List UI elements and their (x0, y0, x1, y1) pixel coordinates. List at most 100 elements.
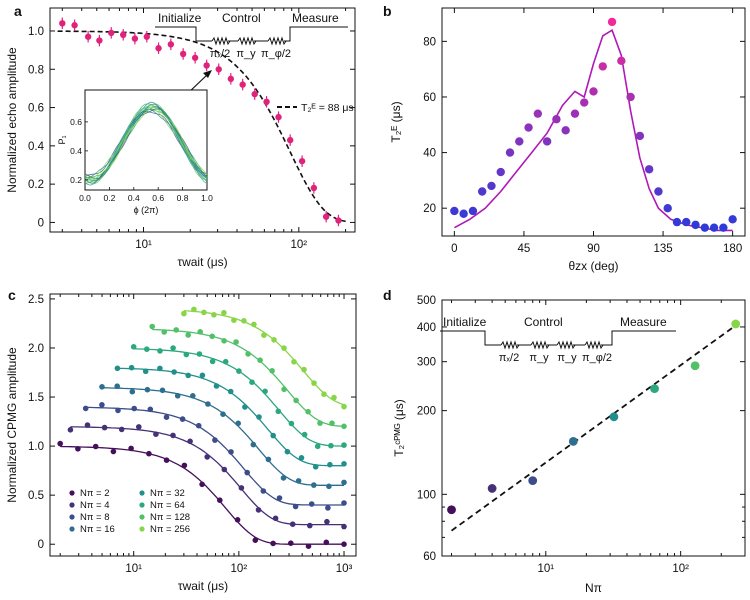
panel-c-legend-label: Nπ = 8 (80, 512, 110, 523)
panel-d-pulse-wave-2 (530, 340, 550, 350)
panel-a-inset-y-label: P₁ (57, 135, 67, 144)
panel-c: c 10¹ 10² 10³ 0 0.5 1.0 1.5 2.0 2.5 τwait (μs) Nor… (5, 287, 357, 593)
panel-c-legend-marker (139, 490, 145, 496)
panel-b-data-point (635, 131, 645, 141)
panel-a-data-point (335, 217, 342, 224)
panel-c-ytick-label: 0.5 (28, 490, 44, 502)
panel-a-x-axis-label: τwait (μs) (177, 255, 227, 269)
panel-c-data-point (341, 423, 347, 430)
panel-a-inset-ytick-label: 0.2 (70, 175, 82, 185)
panel-a-xtick-label: 10² (291, 239, 308, 251)
panel-c-data-point (187, 438, 193, 445)
panel-a-inset-trace (84, 106, 208, 181)
panel-c-data-point (238, 485, 245, 491)
panel-c-ytick-label: 2.5 (28, 294, 44, 306)
panel-d-control-label: Control (524, 315, 563, 329)
panel-c-data-point (75, 446, 81, 452)
panel-c-data-point (174, 393, 181, 399)
panel-a-data-point (119, 31, 127, 39)
panel-c-data-point (341, 442, 347, 448)
panel-c-data-point (269, 368, 275, 374)
panel-c-data-point (181, 462, 188, 469)
panel-c-legend-marker (139, 514, 145, 520)
panel-a-pulse-3: π_φ/2 (261, 48, 291, 60)
panel-c-plot-frame (49, 293, 357, 557)
panel-a-plot-frame (49, 7, 356, 233)
panel-a-inset-xtick-label: 0.8 (177, 193, 189, 203)
panel-c-data-point (270, 540, 276, 547)
panel-a-ytick-label: 0.4 (28, 141, 45, 153)
panel-c-data-point (280, 475, 287, 481)
panel-b-marks: 0 45 90 135 180 20 40 60 80 θzx (deg) T₂ᴱ (μs) (389, 7, 746, 273)
panel-c-data-point (118, 426, 125, 433)
panel-c-data-point (284, 448, 291, 455)
panel-b-data-point (542, 137, 552, 146)
panel-c-data-point (190, 393, 196, 399)
panel-b-plot-frame (441, 7, 746, 237)
panel-d-data-point (568, 437, 578, 446)
panel-d-fit-line (450, 324, 737, 532)
panel-c-data-point (147, 406, 154, 413)
panel-a-inset-xtick-label: 0.0 (79, 193, 91, 203)
panel-c-legend-marker (69, 514, 75, 520)
panel-c-legend-marker (139, 526, 145, 532)
panel-b-data-point (533, 109, 543, 118)
panel-c-data-point (329, 420, 335, 427)
panel-c-data-point (153, 431, 159, 438)
panel-a-marks: 10¹ 10² 0 0.2 0.4 0.6 0.8 1.0 τwait (μs) Normaliz… (5, 7, 356, 269)
panel-c-data-point (276, 495, 283, 501)
panel-b-ytick-label: 80 (423, 36, 436, 48)
panel-c-data-point (201, 309, 207, 316)
panel-c-data-point (142, 368, 149, 375)
panel-a-data-point (84, 33, 92, 40)
panel-a-data-point (322, 213, 330, 220)
panel-c-data-point (185, 332, 191, 338)
panel-c-data-point (199, 481, 205, 488)
panel-b-data-point (682, 217, 691, 227)
panel-c-data-point (252, 537, 259, 543)
panel-c-data-point (221, 309, 227, 316)
panel-b-y-axis-label: T₂ᴱ (μs) (389, 101, 403, 142)
panel-d-ytick-label: 400 (417, 322, 436, 334)
panel-c-data-point (213, 383, 220, 389)
panel-b-data-point (524, 123, 533, 132)
panel-a-data-point (131, 35, 139, 42)
panel-c-data-point (179, 416, 186, 422)
panel-a-letter: a (14, 3, 22, 19)
panel-a-control-label: Control (222, 11, 261, 25)
panel-a-data-point (239, 81, 246, 88)
panel-c-data-point (341, 541, 347, 547)
panel-a-data-point (251, 90, 258, 98)
panel-c-data-point (317, 420, 323, 426)
panel-c-data-point (131, 405, 137, 412)
panel-c-data-point (288, 540, 294, 546)
panel-d-pulse-4: π_φ/2 (582, 352, 612, 364)
panel-c-data-point (236, 368, 242, 374)
panel-c-data-point (181, 310, 187, 317)
panel-a-inset-xtick-label: 1.0 (201, 193, 213, 203)
panel-c-data-point (324, 518, 330, 525)
panel-c-legend-label: Nπ = 2 (80, 488, 110, 499)
panel-c-data-point (228, 449, 234, 455)
panel-c-legend-label: Nπ = 128 (150, 512, 190, 523)
panel-b-data-point (487, 181, 496, 191)
panel-c-fit-curve (183, 309, 345, 406)
panel-c-data-point (115, 407, 121, 414)
panel-a-inset-trace (84, 103, 208, 185)
panel-b-data-point (561, 126, 570, 135)
panel-d-data-point (447, 505, 456, 515)
panel-c-data-point (183, 351, 190, 358)
panel-a-sequence-diagram: Initialize Control Measure πₓ/2 π_y π_φ/… (155, 11, 348, 60)
panel-d-y-axis-label: T₂ᶜᴾᴹᴳ (μs) (392, 399, 406, 457)
panel-c-data-point (308, 501, 315, 507)
panel-c-legend-marker (69, 526, 75, 532)
panel-c-data-point (136, 424, 142, 430)
panel-c-data-point (234, 517, 241, 523)
panel-b-letter: b (383, 3, 392, 19)
panel-a-data-point (96, 37, 103, 44)
panel-b-data-point (644, 165, 654, 174)
panel-d-ytick-label: 200 (417, 406, 436, 418)
panel-c-data-point (130, 344, 137, 350)
